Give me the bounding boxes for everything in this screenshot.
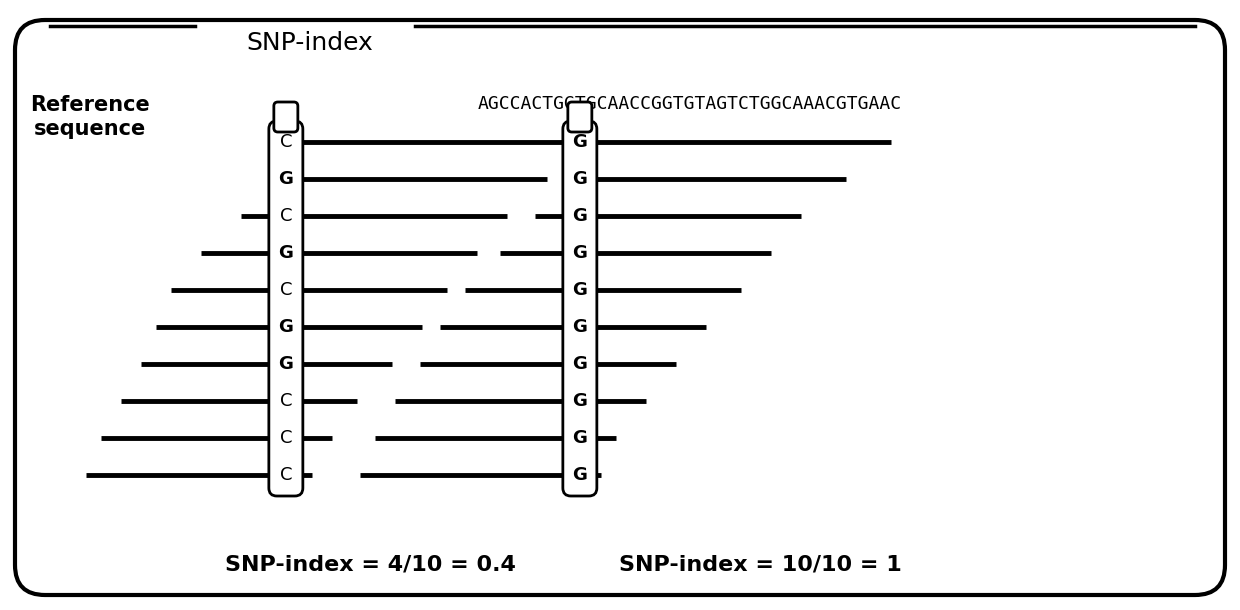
Text: G: G xyxy=(573,170,588,188)
Text: G: G xyxy=(573,429,588,447)
Text: Reference
sequence: Reference sequence xyxy=(30,95,150,138)
Text: SNP-index: SNP-index xyxy=(247,31,373,55)
Text: G: G xyxy=(573,392,588,410)
Text: C: C xyxy=(279,429,293,447)
FancyBboxPatch shape xyxy=(274,102,298,132)
Text: G: G xyxy=(573,281,588,299)
Text: C: C xyxy=(279,466,293,484)
Text: G: G xyxy=(573,466,588,484)
Text: G: G xyxy=(279,355,294,373)
Text: G: G xyxy=(279,244,294,262)
Text: C: C xyxy=(279,392,293,410)
Text: G: G xyxy=(573,355,588,373)
FancyBboxPatch shape xyxy=(568,102,591,132)
Text: G: G xyxy=(573,318,588,336)
Text: G: G xyxy=(573,207,588,225)
Text: AGCCACTGGTGCAACCGGTGTAGTCTGGCAAACGTGAAC: AGCCACTGGTGCAACCGGTGTAGTCTGGCAAACGTGAAC xyxy=(477,95,901,113)
Text: G: G xyxy=(279,170,294,188)
Text: G: G xyxy=(573,133,588,151)
Text: C: C xyxy=(279,133,293,151)
FancyBboxPatch shape xyxy=(563,121,596,496)
Text: SNP-index = 10/10 = 1: SNP-index = 10/10 = 1 xyxy=(619,555,901,575)
FancyBboxPatch shape xyxy=(269,121,303,496)
Text: SNP-index = 4/10 = 0.4: SNP-index = 4/10 = 0.4 xyxy=(224,555,516,575)
Text: G: G xyxy=(573,244,588,262)
FancyBboxPatch shape xyxy=(15,20,1225,595)
Text: C: C xyxy=(279,281,293,299)
Text: G: G xyxy=(279,318,294,336)
Text: C: C xyxy=(279,207,293,225)
